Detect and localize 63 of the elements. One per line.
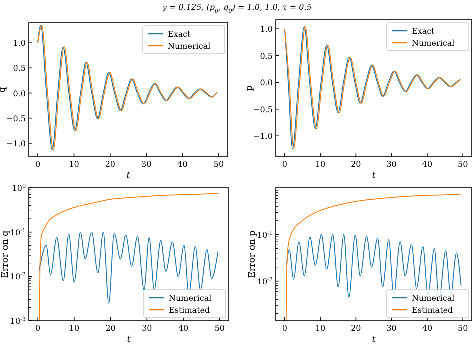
y-tick-label: 10$^{-2}$ — [257, 276, 274, 286]
x-tick-label: 40 — [178, 160, 188, 169]
legend-label: Exact — [168, 30, 192, 39]
x-axis-title: t — [372, 335, 376, 345]
x-tick-label: 30 — [386, 324, 397, 333]
line-series — [284, 26, 462, 150]
x-tick-label: 20 — [105, 160, 116, 169]
y-axis-title: Error on q — [1, 230, 11, 278]
x-tick-label: 50 — [214, 160, 224, 169]
y-tick-label: −1.0 — [254, 132, 273, 142]
x-tick-label: 10 — [69, 324, 80, 333]
x-tick-label: 10 — [315, 324, 326, 333]
x-tick-label: 30 — [386, 160, 397, 169]
x-tick-label: 0 — [36, 160, 41, 169]
line-series — [286, 234, 462, 300]
y-tick-label: −0.5 — [6, 114, 26, 124]
y-tick-label: 10$^{0}$ — [12, 183, 26, 193]
y-tick-label: 10$^{-1}$ — [257, 230, 273, 240]
x-tick-label: 20 — [106, 324, 116, 333]
x-tick-label: 50 — [458, 324, 468, 333]
y-tick-label: −1.0 — [6, 139, 26, 148]
chart-title: γ = 0.125, (p$_{0}$, q$_{0}$) = 1.0, 1.0, τ = 0.5 — [162, 3, 312, 15]
x-tick-label: 40 — [178, 324, 189, 333]
line-series — [39, 193, 219, 321]
legend-label: Numerical — [412, 39, 456, 48]
line-series — [286, 194, 462, 321]
y-tick-label: 0.0 — [260, 78, 273, 88]
line-series — [38, 232, 219, 304]
y-tick-label: 10$^{-3}$ — [10, 316, 26, 326]
y-tick-label: 0.5 — [13, 64, 26, 74]
x-tick-label: 30 — [141, 160, 152, 169]
x-tick-label: 40 — [422, 160, 433, 169]
legend-label: Exact — [412, 27, 436, 36]
line-series — [38, 25, 218, 150]
x-tick-label: 10 — [315, 160, 326, 169]
x-tick-label: 0 — [282, 324, 288, 333]
y-tick-label: 0.0 — [13, 89, 26, 98]
y-tick-label: 10$^{-1}$ — [10, 227, 26, 238]
x-tick-label: 0 — [282, 160, 288, 169]
y-tick-label: −0.5 — [254, 105, 273, 114]
x-tick-label: 50 — [214, 324, 226, 333]
x-axis-title: t — [126, 171, 131, 181]
y-tick-label: 1.0 — [260, 25, 273, 34]
x-axis-title: t — [127, 335, 132, 345]
x-tick-label: 0 — [36, 324, 41, 333]
legend-label: Estimated — [169, 306, 210, 315]
x-tick-label: 40 — [422, 324, 433, 333]
legend-label: Numerical — [169, 294, 212, 303]
y-axis-title: p — [245, 85, 255, 92]
legend-label: Estimated — [412, 306, 454, 315]
y-axis-title: q — [0, 86, 8, 93]
x-tick-label: 20 — [351, 160, 362, 169]
y-tick-label: 1.0 — [13, 39, 26, 48]
y-tick-label: 10$^{-2}$ — [10, 272, 26, 282]
y-tick-label: 0.5 — [260, 52, 273, 61]
x-tick-label: 30 — [142, 324, 152, 333]
x-tick-label: 50 — [458, 160, 468, 169]
y-axis-title: Error on p — [248, 230, 258, 278]
legend-label: Numerical — [168, 42, 212, 51]
x-tick-label: 20 — [351, 324, 362, 333]
legend-label: Numerical — [412, 294, 456, 303]
x-tick-label: 10 — [69, 160, 80, 169]
x-axis-title: t — [372, 171, 376, 181]
